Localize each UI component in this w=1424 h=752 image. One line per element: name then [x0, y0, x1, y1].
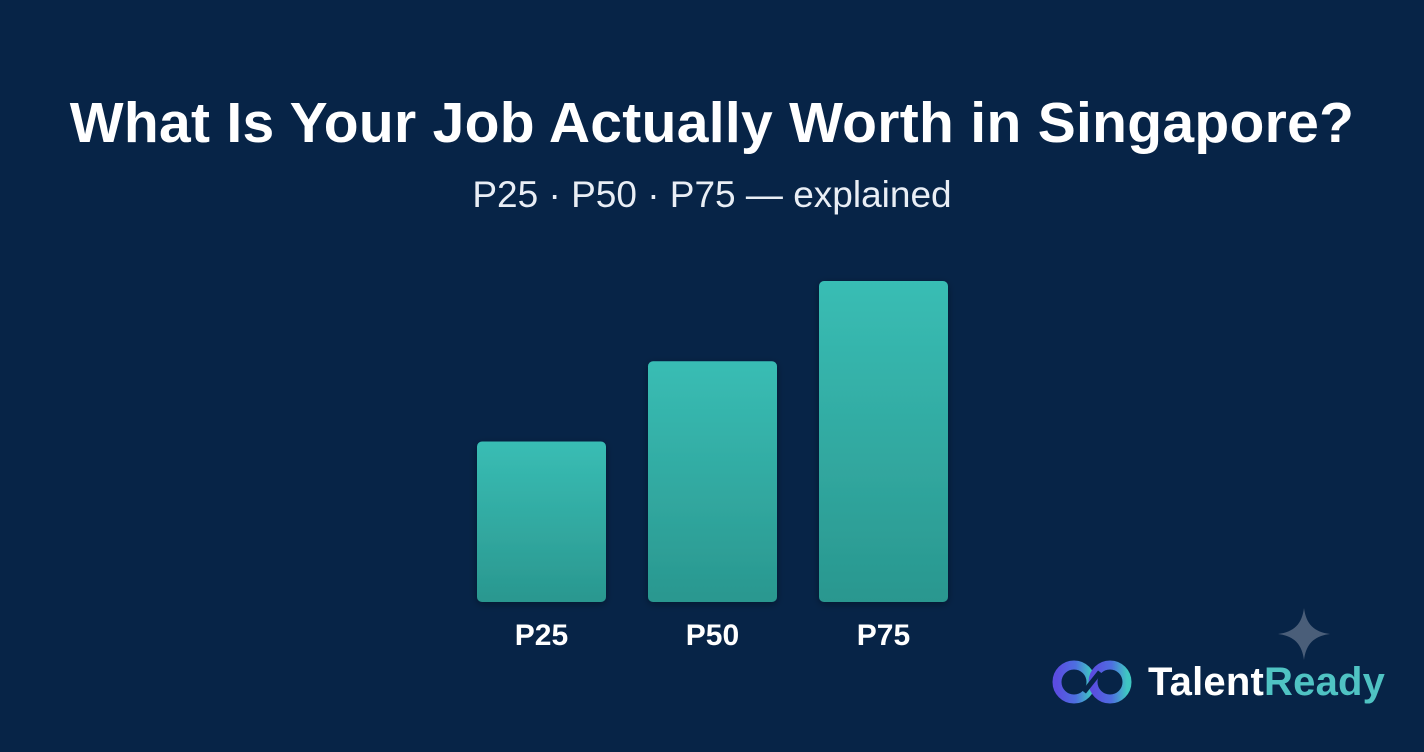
four-point-star-icon — [1278, 608, 1330, 660]
bar-p25 — [477, 441, 606, 602]
page-title: What Is Your Job Actually Worth in Singa… — [69, 91, 1355, 155]
bar-p50 — [648, 361, 777, 602]
page-subtitle: P25 · P50 · P75 — explained — [472, 174, 952, 215]
category-label-p25: P25 — [515, 619, 568, 652]
category-label-p75: P75 — [857, 619, 910, 652]
brand-name: TalentReady — [1148, 660, 1385, 705]
bar-series — [477, 281, 948, 602]
infinity-link-icon — [1052, 660, 1132, 704]
category-label-p50: P50 — [686, 619, 739, 652]
brand-logo: TalentReady — [1050, 656, 1385, 708]
brand-name-talent: Talent — [1148, 659, 1265, 704]
bar-p75 — [819, 281, 948, 602]
brand-name-ready: Ready — [1264, 659, 1386, 704]
category-labels: P25 P50 P75 — [515, 619, 910, 652]
